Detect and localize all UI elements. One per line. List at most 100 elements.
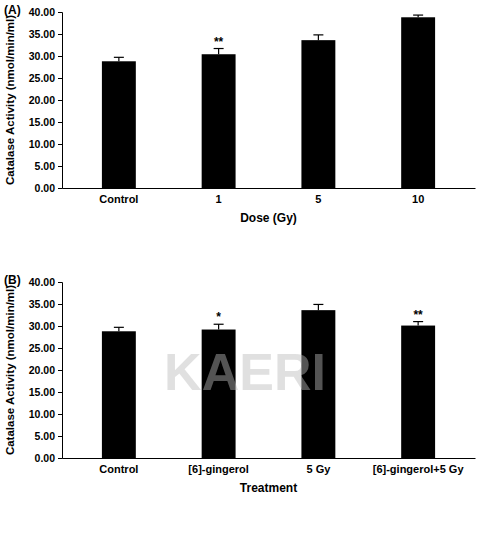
tick: 35.00 xyxy=(29,298,62,310)
tick-label: [6]-gingerol xyxy=(188,463,249,475)
tick: 5 Gy xyxy=(306,463,331,475)
tick-label: 5.00 xyxy=(35,160,56,172)
tick-mark xyxy=(58,282,62,283)
axis-line xyxy=(58,283,63,459)
tick-label: 1 xyxy=(216,193,222,205)
tick: 5.00 xyxy=(35,160,62,172)
tick-mark xyxy=(58,144,62,145)
tick-label: 5.00 xyxy=(35,430,56,442)
error-line xyxy=(218,324,219,329)
tick-mark xyxy=(58,370,62,371)
y-axis-title: Catalase Activity (nmol/min/ml) xyxy=(4,285,16,455)
error-bar xyxy=(214,324,224,329)
tick-label: 10.00 xyxy=(29,138,55,150)
axis-line xyxy=(58,13,63,189)
error-line xyxy=(218,49,219,55)
tick-label: 35.00 xyxy=(29,298,55,310)
bar xyxy=(401,17,435,188)
tick-mark xyxy=(58,100,62,101)
tick: 20.00 xyxy=(29,94,62,106)
error-cap xyxy=(313,34,323,35)
tick-label: 40.00 xyxy=(29,6,55,18)
bar xyxy=(102,331,136,458)
tick-label: 25.00 xyxy=(29,72,55,84)
tick-label: 0.00 xyxy=(35,452,56,464)
error-line xyxy=(318,304,319,310)
tick-label: 15.00 xyxy=(29,386,55,398)
tick: Control xyxy=(99,193,138,205)
tick-mark xyxy=(58,458,62,459)
tick-mark xyxy=(58,348,62,349)
tick-mark xyxy=(58,12,62,13)
tick-label: 15.00 xyxy=(29,116,55,128)
tick: 10 xyxy=(412,193,424,205)
watermark: KAERI xyxy=(164,343,326,401)
tick-label: 35.00 xyxy=(29,28,55,40)
tick-mark xyxy=(58,166,62,167)
tick-label: 0.00 xyxy=(35,182,56,194)
tick-mark xyxy=(58,122,62,123)
tick-mark xyxy=(58,78,62,79)
tick: 25.00 xyxy=(29,342,62,354)
x-axis-title: Treatment xyxy=(240,481,297,495)
error-line xyxy=(318,35,319,40)
tick: 30.00 xyxy=(29,50,62,62)
tick-mark xyxy=(58,34,62,35)
tick: 40.00 xyxy=(29,6,62,18)
significance-label: ** xyxy=(214,35,224,49)
tick: 10.00 xyxy=(29,408,62,420)
significance-label: * xyxy=(216,310,221,324)
tick: 0.00 xyxy=(35,452,62,464)
y-axis-title: Catalase Activity (nmol/min/ml) xyxy=(4,15,16,185)
x-axis: Control 1 5 10 xyxy=(63,189,476,205)
error-cap xyxy=(413,14,423,15)
tick: 20.00 xyxy=(29,364,62,376)
y-axis: 0.00 5.00 10.00 15.00 20.00 25.00 30.00 35.00 40… xyxy=(29,6,63,194)
figure: 0.005.0010.0015.0020.0025.0030.0035.0040… xyxy=(0,0,490,540)
tick-label: Control xyxy=(99,463,138,475)
tick: 25.00 xyxy=(29,72,62,84)
tick-mark xyxy=(58,326,62,327)
tick-label: 30.00 xyxy=(29,50,55,62)
tick-mark xyxy=(58,304,62,305)
tick-label: [6]-gingerol+5 Gy xyxy=(373,463,465,475)
tick: [6]-gingerol+5 Gy xyxy=(373,463,465,475)
tick-label: 10 xyxy=(412,193,424,205)
significance-label: ** xyxy=(413,308,423,322)
axis-line xyxy=(63,188,476,189)
error-bar xyxy=(313,304,323,310)
tick: Control xyxy=(99,463,138,475)
tick-label: 5 Gy xyxy=(306,463,331,475)
plot-area xyxy=(102,304,435,458)
tick-mark xyxy=(58,392,62,393)
error-bar xyxy=(114,327,124,331)
error-bar xyxy=(413,15,423,17)
error-bar xyxy=(114,57,124,61)
tick-mark xyxy=(58,414,62,415)
panel: 0.00 5.00 10.00 15.00 20.00 25.00 30.00 35.00 40… xyxy=(4,3,476,225)
axis-line xyxy=(63,458,476,459)
error-cap xyxy=(114,57,124,58)
tick-mark xyxy=(58,56,62,57)
tick-mark xyxy=(58,188,62,189)
tick: 10.00 xyxy=(29,138,62,150)
x-axis-title: Dose (Gy) xyxy=(240,211,297,225)
panel: 0.00 5.00 10.00 15.00 20.00 25.00 30.00 35.00 40… xyxy=(4,273,476,495)
tick-label: 25.00 xyxy=(29,342,55,354)
tick: 15.00 xyxy=(29,386,62,398)
tick: 0.00 xyxy=(35,182,62,194)
tick: 30.00 xyxy=(29,320,62,332)
tick: 40.00 xyxy=(29,276,62,288)
error-bar xyxy=(313,35,323,40)
error-bar xyxy=(413,322,423,326)
tick-label: 30.00 xyxy=(29,320,55,332)
tick-label: 5 xyxy=(315,193,321,205)
tick-label: 20.00 xyxy=(29,94,55,106)
tick: 1 xyxy=(216,193,222,205)
tick: 5.00 xyxy=(35,430,62,442)
error-cap xyxy=(114,327,124,328)
tick-label: 10.00 xyxy=(29,408,55,420)
tick-label: 20.00 xyxy=(29,364,55,376)
error-cap xyxy=(313,304,323,305)
tick: 15.00 xyxy=(29,116,62,128)
